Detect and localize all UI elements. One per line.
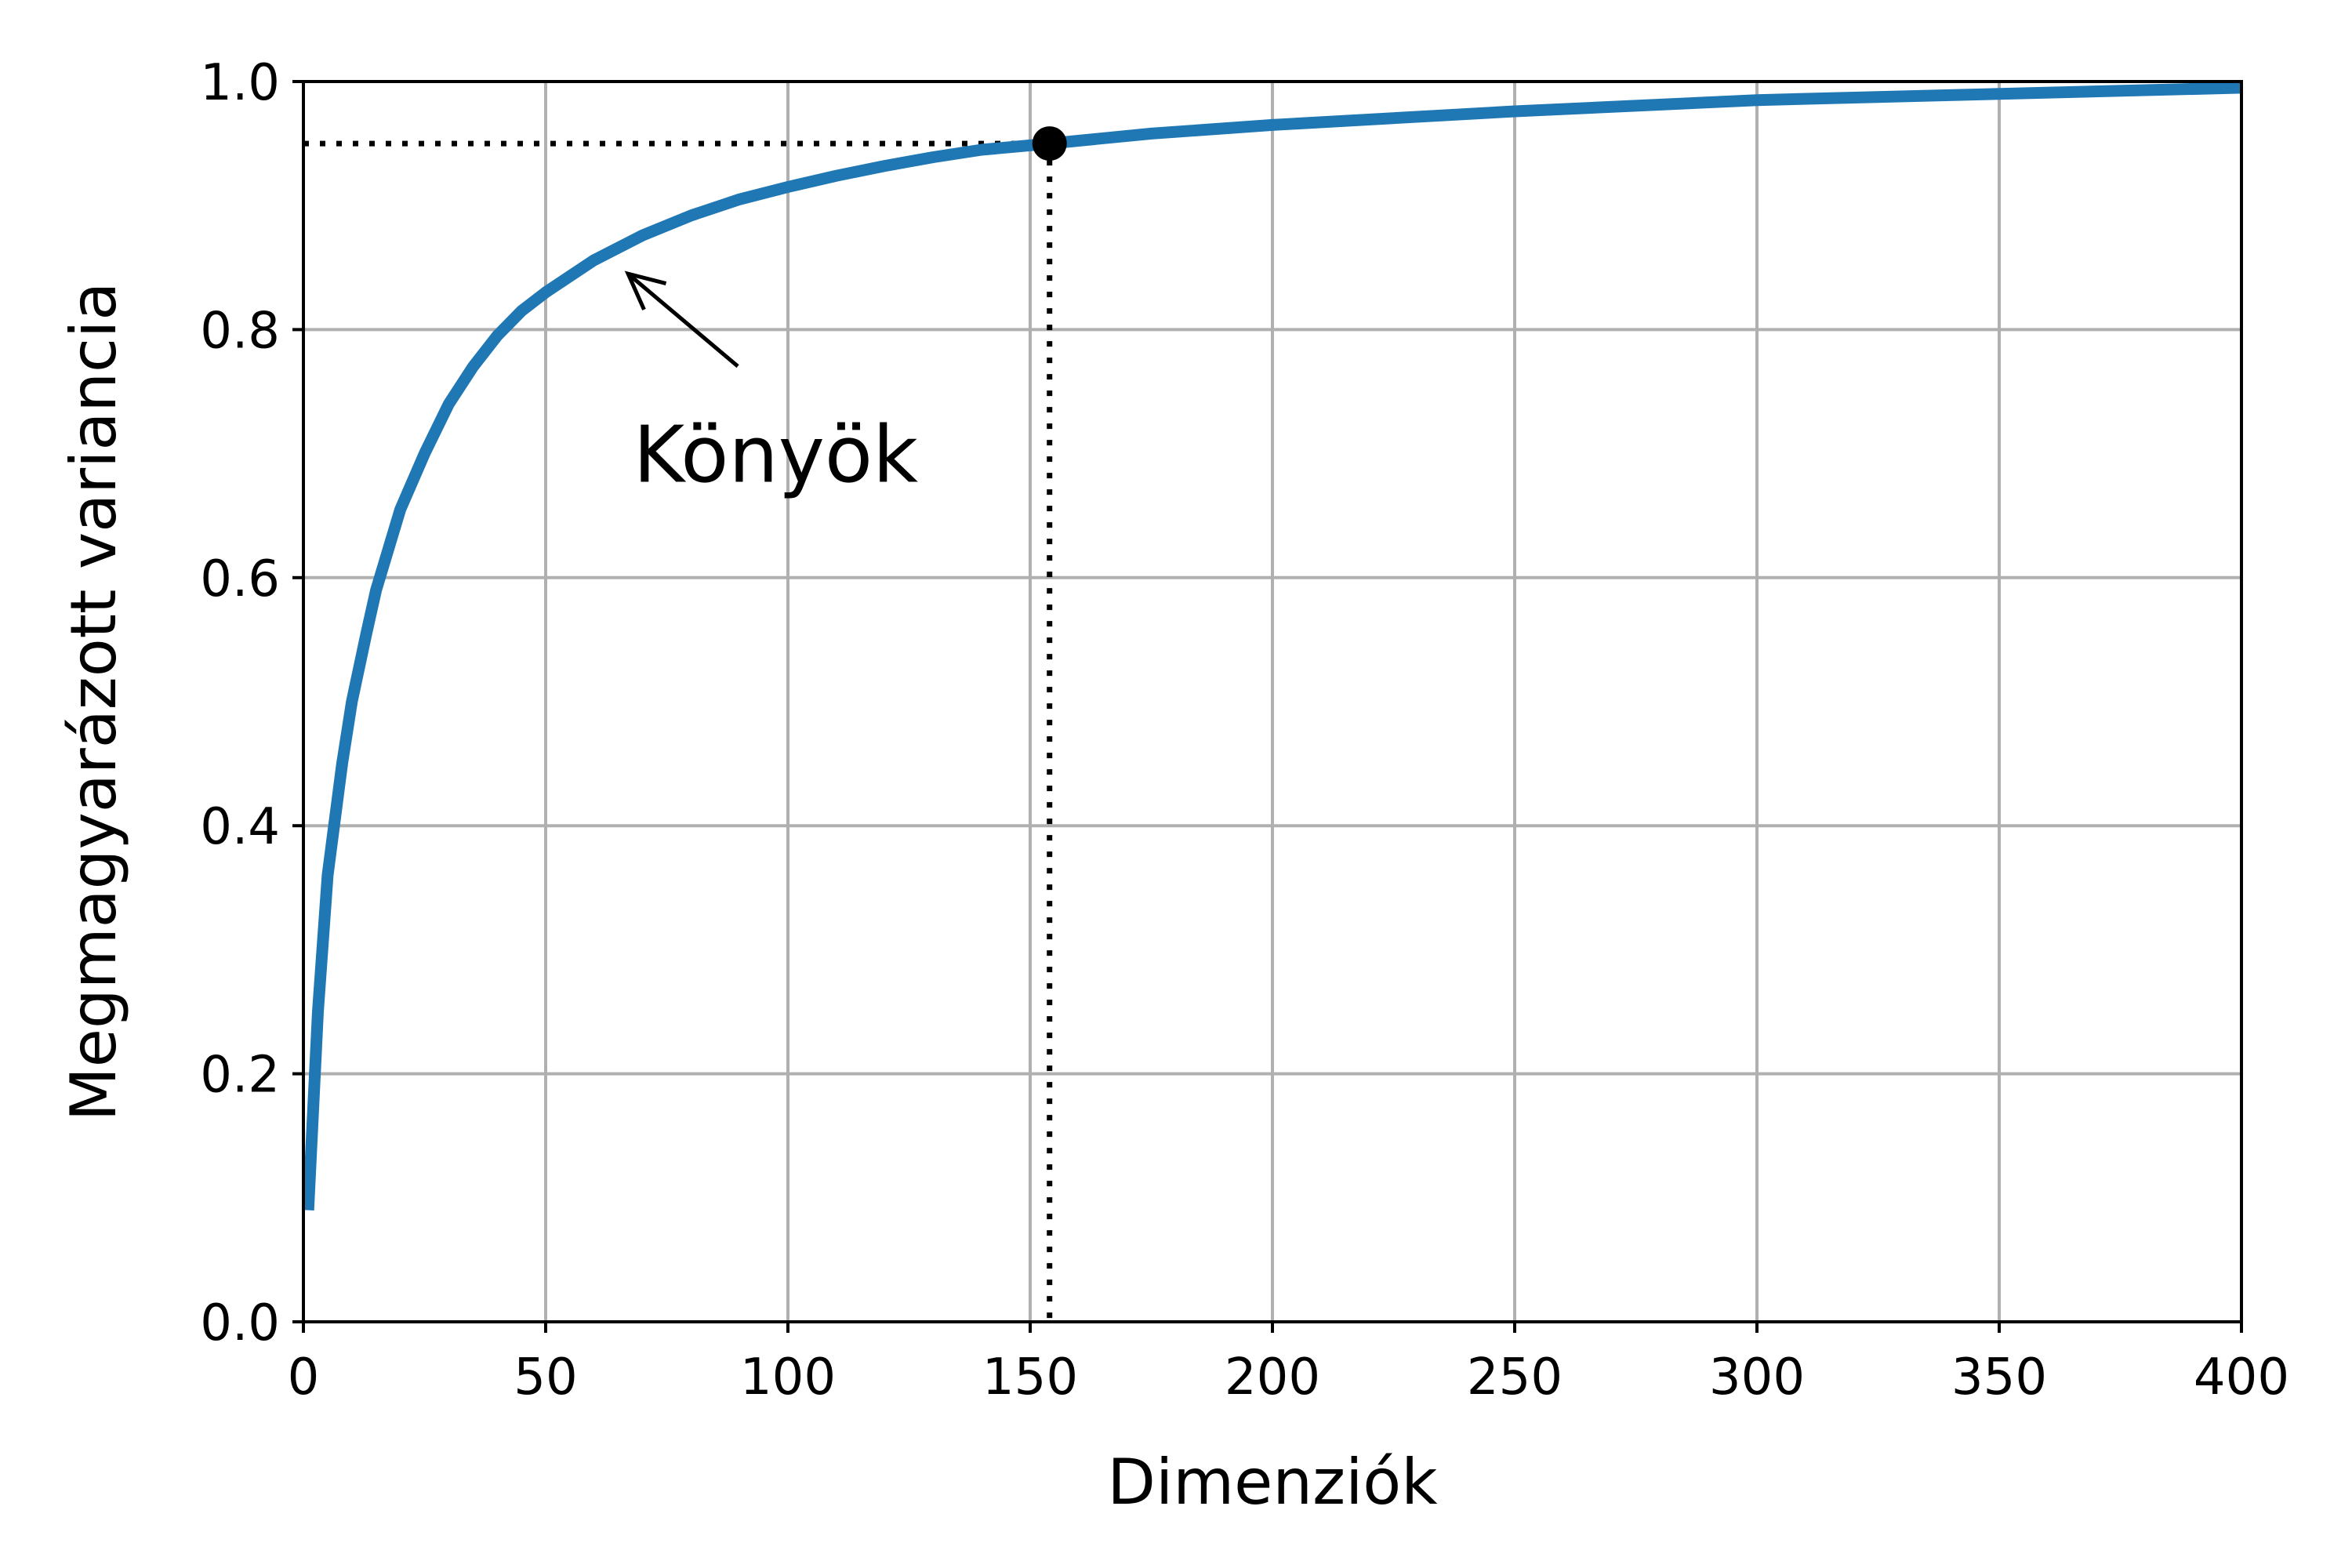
- y-tick-label: 0.4: [200, 798, 280, 856]
- x-tick-label: 50: [514, 1348, 577, 1406]
- y-tick-label: 0.2: [200, 1047, 280, 1105]
- x-tick-label: 150: [982, 1348, 1078, 1406]
- reference-lines: [303, 140, 1053, 1322]
- x-tick-label: 0: [288, 1348, 320, 1406]
- x-tick-label: 350: [1951, 1348, 2047, 1406]
- annotation-text: Könyök: [633, 409, 919, 501]
- annotation: Könyök: [624, 270, 919, 501]
- series-layer: [302, 82, 2242, 1210]
- marker-point: [1032, 126, 1067, 162]
- grid: [302, 80, 2243, 1323]
- y-tick-label: 0.6: [200, 550, 280, 608]
- x-tick-label: 200: [1225, 1348, 1320, 1406]
- x-tick-label: 400: [2194, 1348, 2289, 1406]
- y-tick-label: 0.8: [200, 302, 280, 360]
- x-axis-label: Dimenziók: [1107, 1446, 1438, 1519]
- axis-ticks: 0 50 100 150 200 250 300 350 400 0.0 0.2 0.4 0.6 0.8 1…: [200, 54, 2289, 1406]
- x-tick-label: 100: [740, 1348, 836, 1406]
- y-axis-label: Megmagyarázott variancia: [57, 282, 130, 1122]
- y-tick-label: 1.0: [200, 54, 280, 112]
- annotation-arrow: [626, 272, 739, 368]
- annotation-arrow-head: [624, 270, 667, 310]
- x-tick-label: 300: [1709, 1348, 1805, 1406]
- series-line: [302, 82, 2242, 1210]
- y-tick-label: 0.0: [200, 1294, 280, 1352]
- x-tick-label: 250: [1467, 1348, 1563, 1406]
